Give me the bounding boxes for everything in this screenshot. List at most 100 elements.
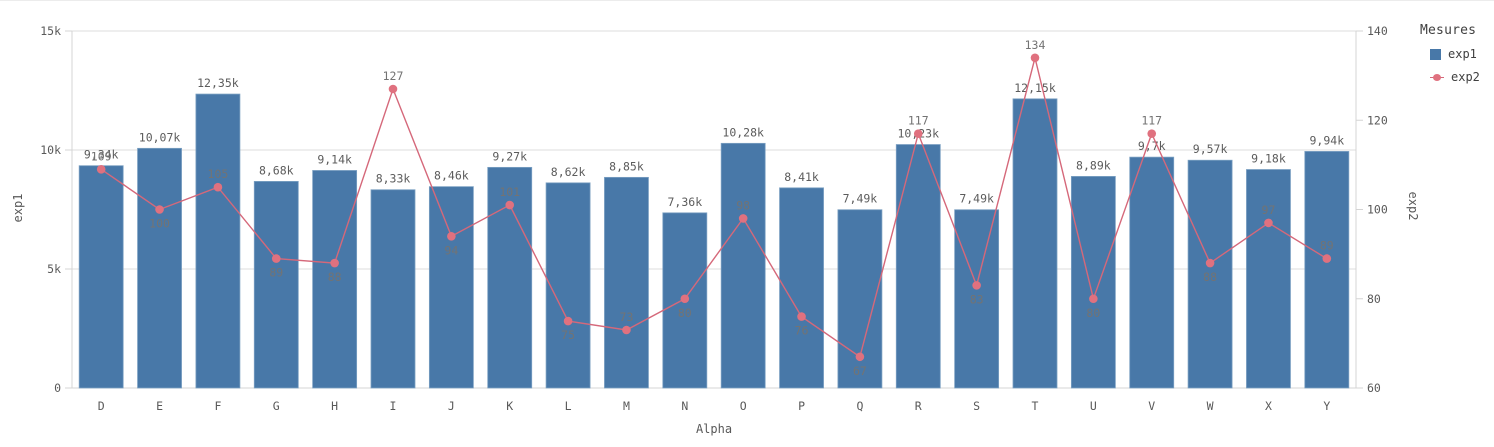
bar-U[interactable] [1070, 176, 1116, 389]
x-tick-label-E[interactable]: E [156, 399, 163, 413]
x-tick-label-F[interactable]: F [214, 399, 221, 413]
point-O[interactable] [738, 214, 748, 223]
bar-G[interactable] [253, 181, 299, 389]
line-value-label: 83 [970, 292, 984, 306]
bar-W[interactable] [1187, 159, 1233, 389]
bar-J[interactable] [428, 186, 474, 389]
point-Y[interactable] [1322, 254, 1332, 263]
bar-value-label: 9,7k [1138, 139, 1166, 153]
bar-value-label: 8,68k [259, 163, 294, 177]
line-value-label: 80 [1086, 306, 1100, 320]
x-tick-label-N[interactable]: N [681, 399, 688, 413]
point-E[interactable] [155, 205, 164, 214]
bar-X[interactable] [1246, 169, 1291, 389]
legend-item-exp1[interactable]: exp1 [1430, 47, 1480, 61]
line-value-label: 127 [383, 69, 404, 83]
x-tick-label-Q[interactable]: Q [856, 399, 863, 413]
point-X[interactable] [1264, 218, 1273, 228]
bar-value-label: 7,36k [668, 195, 703, 209]
bar-Y[interactable] [1304, 151, 1350, 389]
x-tick-label-H[interactable]: H [331, 399, 338, 413]
x-tick-label-D[interactable]: D [98, 399, 105, 413]
line-value-label: 100 [149, 217, 170, 231]
legend: Mesures exp1 exp2 [1420, 23, 1480, 84]
x-tick-label-T[interactable]: T [1032, 399, 1039, 413]
point-V[interactable] [1147, 129, 1157, 138]
line-value-label: 101 [499, 185, 520, 199]
point-Q[interactable] [855, 352, 865, 362]
bar-value-label: 9,57k [1193, 142, 1228, 156]
bar-E[interactable] [137, 147, 182, 389]
x-tick-label-S[interactable]: S [973, 399, 980, 413]
legend-title: Mesures [1420, 23, 1477, 38]
x-tick-label-P[interactable]: P [798, 399, 805, 413]
line-value-label: 105 [208, 167, 229, 181]
line-value-label: 89 [269, 266, 283, 280]
point-K[interactable] [505, 200, 515, 210]
point-L[interactable] [563, 316, 573, 326]
point-N[interactable] [680, 294, 690, 304]
legend-item-exp2[interactable]: exp2 [1430, 70, 1480, 84]
x-tick-label-K[interactable]: K [506, 399, 513, 413]
bar-P[interactable] [779, 187, 824, 389]
bar-H[interactable] [312, 170, 358, 389]
point-D[interactable] [96, 165, 106, 174]
point-J[interactable] [447, 231, 456, 241]
bar-O[interactable] [720, 142, 766, 389]
line-value-label: 89 [1320, 239, 1334, 253]
point-M[interactable] [622, 325, 631, 335]
bar-value-label: 9,14k [317, 152, 352, 166]
point-U[interactable] [1089, 294, 1098, 304]
line-value-label: 73 [620, 310, 634, 324]
point-I[interactable] [388, 84, 398, 94]
bar-R[interactable] [895, 144, 941, 389]
point-G[interactable] [271, 254, 281, 263]
right-tick-label: 80 [1367, 292, 1381, 306]
x-tick-label-W[interactable]: W [1207, 399, 1214, 413]
bar-F[interactable] [195, 93, 241, 389]
bar-V[interactable] [1129, 156, 1175, 389]
x-tick-label-V[interactable]: V [1148, 399, 1155, 413]
x-tick-label-G[interactable]: G [273, 399, 280, 413]
line-value-label: 80 [678, 306, 692, 320]
bar-value-label: 8,85k [609, 159, 644, 173]
line-value-label: 88 [328, 270, 342, 284]
bar-M[interactable] [604, 176, 649, 389]
left-axis-title: exp1 [11, 193, 25, 223]
bar-I[interactable] [370, 189, 416, 389]
x-tick-label-X[interactable]: X [1265, 399, 1272, 413]
point-S[interactable] [972, 281, 981, 290]
x-tick-label-L[interactable]: L [565, 399, 572, 413]
left-tick-label: 5k [47, 262, 61, 276]
bar-T[interactable] [1012, 98, 1058, 389]
point-H[interactable] [330, 258, 339, 268]
x-tick-label-U[interactable]: U [1090, 399, 1097, 413]
right-tick-label: 140 [1367, 24, 1388, 38]
bar-value-label: 12,15k [1014, 81, 1056, 95]
point-R[interactable] [913, 129, 923, 138]
x-tick-label-M[interactable]: M [623, 399, 630, 413]
bar-swatch-icon [1430, 48, 1441, 60]
point-T[interactable] [1030, 53, 1040, 63]
bar-value-label: 8,33k [376, 172, 411, 186]
line-value-label: 76 [795, 324, 809, 338]
bar-D[interactable] [78, 165, 124, 389]
bar-S[interactable] [954, 209, 1000, 389]
x-tick-label-O[interactable]: O [740, 399, 747, 413]
x-tick-label-Y[interactable]: Y [1323, 399, 1330, 413]
right-tick-label: 120 [1367, 113, 1388, 127]
bar-value-label: 8,46k [434, 169, 469, 183]
line-value-label: 98 [736, 198, 750, 212]
point-P[interactable] [797, 312, 806, 321]
bar-value-label: 9,27k [492, 149, 527, 163]
bar-L[interactable] [545, 182, 591, 389]
point-F[interactable] [213, 182, 223, 192]
point-W[interactable] [1205, 258, 1215, 268]
x-tick-label-I[interactable]: I [390, 399, 397, 413]
x-tick-label-J[interactable]: J [448, 399, 455, 413]
bar-value-label: 12,35k [197, 76, 239, 90]
x-tick-label-R[interactable]: R [915, 399, 922, 413]
bar-K[interactable] [487, 166, 533, 389]
